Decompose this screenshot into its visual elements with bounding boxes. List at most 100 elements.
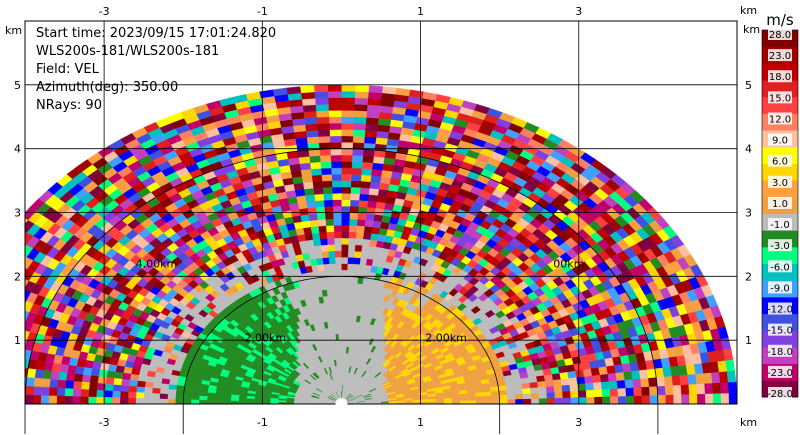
radar-gate — [353, 110, 367, 118]
radar-gate — [145, 376, 155, 383]
radar-gate — [300, 91, 316, 100]
radar-gate — [328, 250, 336, 258]
radar-gate — [324, 206, 334, 214]
colorbar-tick-bg — [768, 387, 792, 399]
radar-gate — [104, 390, 113, 398]
radar-gate — [362, 155, 374, 163]
radar-gate — [152, 382, 162, 389]
radar-gate — [344, 314, 350, 322]
radar-gate — [333, 218, 342, 226]
radar-gate — [538, 392, 548, 399]
radar-gate — [364, 219, 374, 228]
radar-gate — [680, 384, 690, 395]
radar-gate — [352, 148, 364, 156]
radar-gate — [198, 395, 208, 401]
radar-gate — [82, 367, 93, 376]
radar-gate — [167, 389, 177, 395]
radar-gate — [341, 193, 351, 201]
radar-gate — [552, 378, 562, 387]
radar-gate — [324, 212, 334, 220]
radar-gate — [334, 250, 342, 258]
radar-gate — [349, 301, 355, 309]
radar-gate — [314, 200, 325, 208]
radar-gate — [72, 396, 81, 404]
radar-gate — [373, 214, 383, 222]
radar-gate — [314, 97, 329, 105]
radar-gate — [586, 396, 595, 404]
radar-gate — [299, 162, 311, 171]
radar-gate — [623, 370, 633, 381]
radar-gate — [329, 122, 342, 130]
radar-gate — [238, 400, 247, 404]
radar-gate — [72, 381, 82, 390]
radar-gate — [321, 174, 332, 182]
radar-gate — [106, 370, 116, 379]
radar-gate — [689, 393, 698, 404]
radar-gate — [341, 250, 349, 258]
axis-unit-label: km — [5, 24, 22, 37]
radar-gate — [135, 398, 144, 404]
radar-gate — [183, 390, 193, 396]
colorbar-tick-bg — [768, 175, 792, 188]
radar-gate — [321, 251, 329, 259]
radar-gate — [10, 376, 19, 386]
x-tick-label-top: -3 — [99, 5, 110, 18]
radar-gate — [0, 304, 7, 316]
colorbar-tick-bg — [768, 154, 792, 167]
field-label: Field: VEL — [36, 62, 99, 77]
axis-unit-label: km — [743, 23, 760, 36]
radar-gate — [25, 290, 31, 302]
radar-gate — [352, 263, 360, 271]
radar-gate — [594, 396, 603, 404]
radar-gate — [591, 374, 602, 383]
x-tick-label-bottom: -1 — [257, 416, 268, 429]
radar-gate — [310, 168, 322, 176]
radar-gate — [304, 233, 313, 241]
radar-gate — [25, 218, 29, 224]
radar-gate — [167, 398, 176, 404]
radar-gate — [90, 368, 101, 377]
radar-gate — [341, 122, 354, 130]
colorbar-tick-label: 9.0 — [772, 136, 788, 147]
radar-gate — [25, 268, 28, 273]
radar-gate — [357, 276, 364, 285]
radar-gate — [553, 385, 563, 393]
radar-gate — [341, 205, 351, 213]
radar-gate — [206, 400, 216, 404]
radar-gate — [568, 377, 578, 385]
radar-gate — [88, 382, 98, 391]
radar-gate — [334, 244, 342, 252]
radar-gate — [191, 391, 200, 397]
radar-gate — [135, 392, 145, 399]
colorbar-tick-bg — [768, 91, 792, 104]
radar-gate — [718, 371, 729, 383]
radar-gate — [128, 385, 138, 393]
radar-gate — [490, 390, 500, 396]
radar-gate — [505, 384, 515, 391]
radar-gate — [56, 395, 65, 404]
radar-gate — [361, 161, 374, 170]
radar-gate — [624, 379, 634, 389]
radar-gate — [153, 377, 163, 384]
radar-gate — [11, 287, 23, 299]
radar-gate — [324, 276, 332, 284]
radar-gate — [120, 378, 131, 387]
radar-gate — [341, 218, 350, 226]
radar-gate — [314, 91, 329, 99]
radar-gate — [25, 244, 27, 247]
colorbar-tick-label: -6.0 — [770, 262, 790, 273]
x-tick-label-top: 3 — [575, 5, 582, 18]
radar-gate — [331, 180, 342, 188]
radar-gate — [537, 380, 547, 388]
radar-gate — [190, 399, 200, 404]
radar-gate — [335, 276, 342, 283]
radar-gate — [610, 396, 619, 404]
radar-gate — [330, 148, 342, 156]
radar-gate — [0, 270, 7, 282]
radar-gate — [657, 394, 666, 404]
radar-gate — [65, 372, 76, 382]
colorbar-unit-label: m/s — [766, 11, 794, 29]
axis-unit-label: km — [740, 416, 757, 429]
radar-gate — [183, 399, 192, 404]
